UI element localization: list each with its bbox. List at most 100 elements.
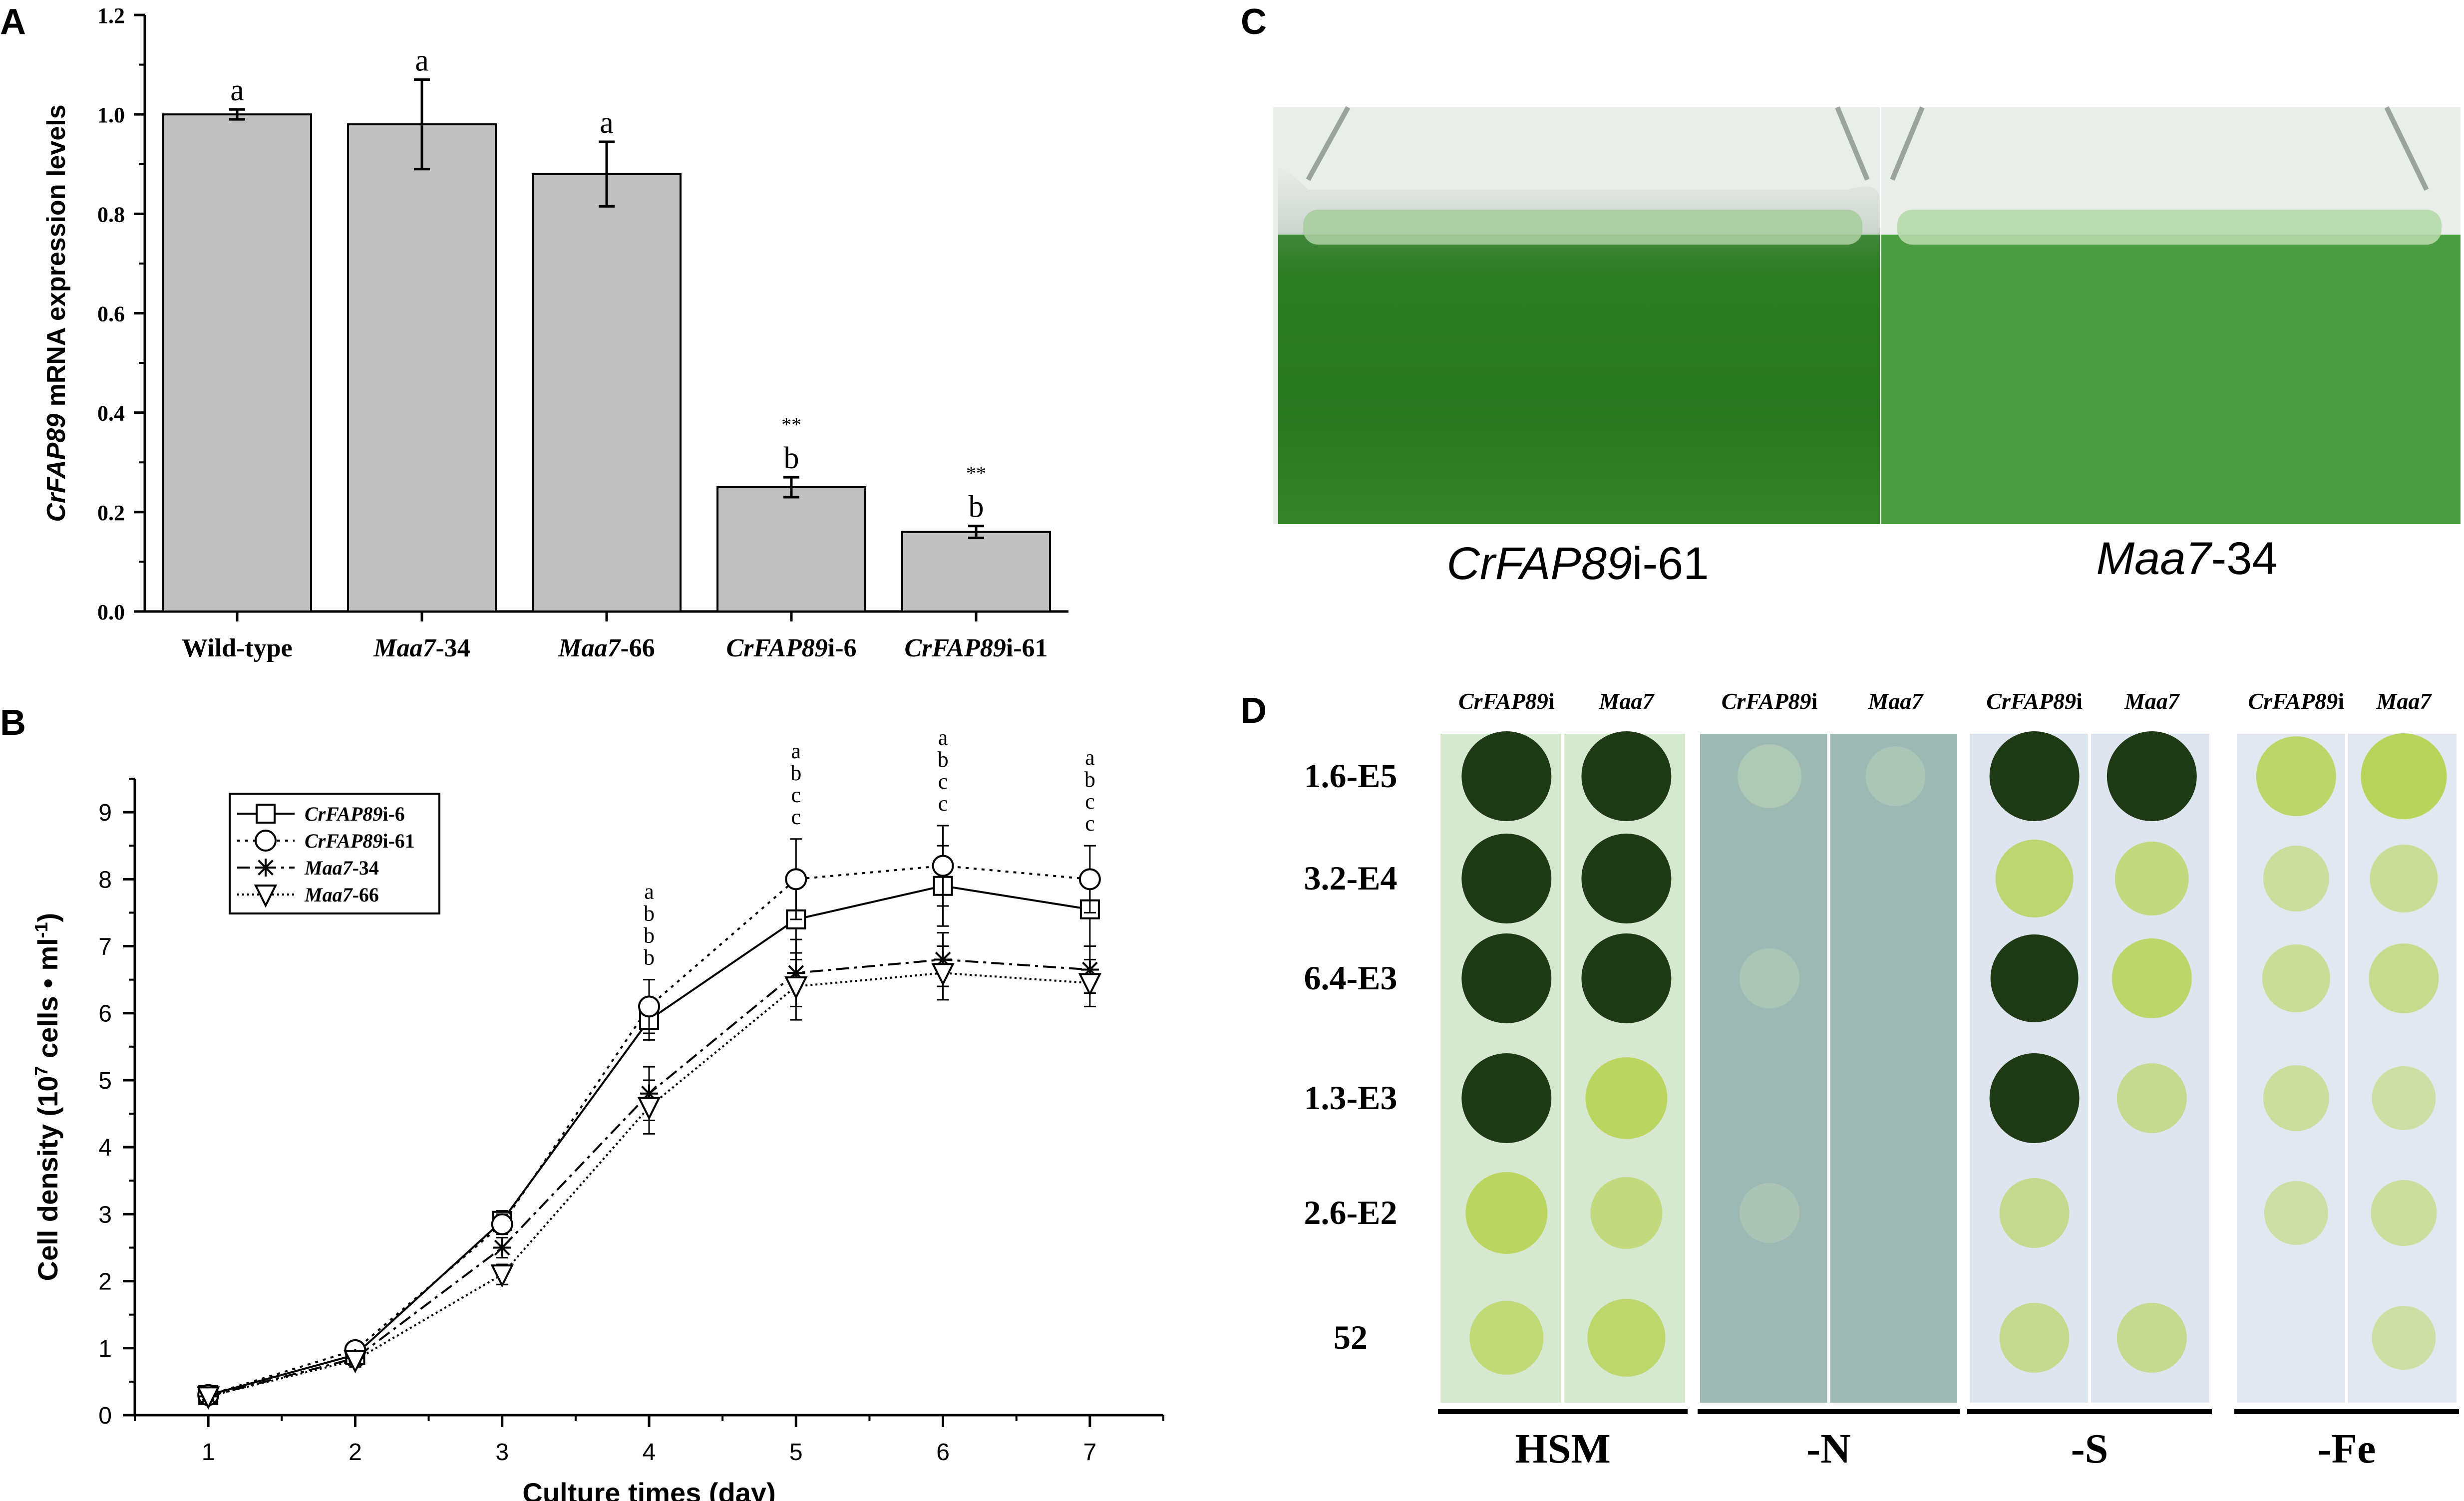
significance-letter: b xyxy=(1084,767,1095,792)
significance-stars: ** xyxy=(966,462,986,485)
y-tick-label: 0.2 xyxy=(97,501,125,525)
colony-spot xyxy=(2370,845,2438,912)
flask-shoulder-left xyxy=(1306,106,1870,181)
significance-letter: a xyxy=(938,725,948,750)
significance-letter: c xyxy=(791,805,801,829)
culture-right-body xyxy=(1881,235,2461,524)
series xyxy=(197,825,1101,1406)
marker-circle xyxy=(932,855,954,877)
marker-triangle xyxy=(931,963,955,986)
x-tick-label: 3 xyxy=(495,1439,509,1466)
marker-star xyxy=(493,1238,511,1257)
colony-spot xyxy=(2371,1180,2437,1246)
x-tick-label: 2 xyxy=(349,1439,362,1466)
colony-spot xyxy=(2256,736,2336,816)
y-tick-label: 1 xyxy=(98,1336,112,1362)
foam-left xyxy=(1303,210,1862,245)
column-header: CrFAP89i xyxy=(1722,688,1818,714)
column-header: CrFAP89i xyxy=(2248,688,2344,714)
colony-spot xyxy=(2262,944,2330,1012)
colony-spot xyxy=(1999,1303,2070,1373)
colony-spot xyxy=(2372,1306,2436,1370)
significance-letter: a xyxy=(230,73,244,107)
x-tick-label: CrFAP89i-6 xyxy=(726,634,856,662)
bar xyxy=(532,173,682,612)
colony-spot xyxy=(1740,1183,1800,1243)
marker-triangle xyxy=(1078,973,1102,996)
y-tick-label: 0.8 xyxy=(97,202,125,227)
colony-spot xyxy=(2372,1066,2436,1130)
flask-photos: CrFAP89i-61 Maa7-34 xyxy=(1273,106,2461,589)
significance-letter: c xyxy=(938,791,948,816)
x-tick-label: 7 xyxy=(1083,1439,1097,1466)
y-tick-label: 1.2 xyxy=(97,3,125,28)
marker-triangle xyxy=(784,976,808,1000)
marker-circle xyxy=(785,868,807,891)
significance-letter: b xyxy=(969,490,984,524)
colony-spot xyxy=(1590,1177,1663,1249)
y-tick-label: 1.0 xyxy=(97,103,125,127)
legend-label: CrFAP89i-61 xyxy=(305,830,415,852)
column-header: Maa7 xyxy=(2376,688,2432,714)
spot-assay: 1.6-E5 3.2-E4 6.4-E3 1.3-E3 2.6-E2 52 HSM CrFAP… xyxy=(1304,688,2459,1472)
y-tick-label: 0.6 xyxy=(97,302,125,326)
y-tick-label: 5 xyxy=(98,1068,112,1094)
colony-spot xyxy=(1461,834,1552,923)
colony-spot xyxy=(1740,948,1800,1008)
dilution-label: 52 xyxy=(1334,1318,1368,1356)
column-header: Maa7 xyxy=(1867,688,1924,714)
x-tick-label: 6 xyxy=(936,1439,950,1466)
y-tick-label: 7 xyxy=(98,934,112,960)
y-tick-label: 6 xyxy=(98,1001,112,1027)
line-chart-growth: 0 1 2 3 4 5 6 7 8 9 1 2 3 4 5 6 7 Culture times (day) Cell… xyxy=(31,725,1164,1501)
y-axis-label: CrFAP89 mRNA expression levels xyxy=(42,104,71,522)
marker-circle xyxy=(255,830,277,852)
colony-spot xyxy=(1989,731,2080,821)
bar xyxy=(162,113,312,612)
colony-spot xyxy=(1585,1057,1668,1139)
flask-shoulder-right xyxy=(1890,106,2429,191)
foam-right xyxy=(1897,210,2442,245)
significance-letter: b xyxy=(644,901,655,926)
x-tick-label: 4 xyxy=(643,1439,656,1466)
colony-spot xyxy=(1461,1053,1552,1143)
y-tick-label: 2 xyxy=(98,1269,112,1295)
colony-spot xyxy=(2264,1181,2328,1245)
y-tick-label: 4 xyxy=(98,1135,112,1161)
colony-spot xyxy=(1999,1178,2070,1248)
bar-chart-expression: 0.0 0.2 0.4 0.6 0.8 1.0 1.2 a Wild-type a Maa7-34 a… xyxy=(42,3,1068,662)
column-header: Maa7 xyxy=(2124,688,2180,714)
marker-triangle xyxy=(490,1264,514,1288)
flask-label-left: CrFAP89i-61 xyxy=(1447,538,1709,589)
colony-spot xyxy=(1581,731,1672,821)
flask-label-right: Maa7-34 xyxy=(2096,533,2277,584)
panel-label-c: C xyxy=(1241,2,1267,42)
marker-star xyxy=(257,859,275,877)
dilution-label: 3.2-E4 xyxy=(1304,859,1398,897)
panel-label-b: B xyxy=(0,703,26,743)
x-tick-label: Wild-type xyxy=(182,634,293,662)
marker-triangle xyxy=(254,885,278,908)
x-tick-label: 1 xyxy=(202,1439,215,1466)
colony-spot xyxy=(1461,933,1552,1023)
legend-label: CrFAP89i-6 xyxy=(305,803,405,825)
colony-spot xyxy=(2263,846,2329,911)
colony-spot xyxy=(1989,1053,2080,1143)
colony-spot xyxy=(2107,731,2197,821)
significance-letter: a xyxy=(600,106,614,140)
x-tick-label: Maa7-34 xyxy=(373,634,470,662)
legend-label: Maa7-34 xyxy=(304,857,379,879)
colony-spot xyxy=(1465,1172,1548,1254)
significance-letter: b xyxy=(790,761,801,785)
significance-letter: a xyxy=(644,880,654,904)
colony-spot xyxy=(2114,842,2189,915)
colony-spot xyxy=(2263,1065,2329,1131)
significance-letter: a xyxy=(415,43,429,77)
marker-circle xyxy=(638,995,660,1018)
y-tick-label: 3 xyxy=(98,1201,112,1228)
y-tick-label: 8 xyxy=(98,867,112,893)
colony-spot xyxy=(2112,938,2192,1018)
column-header: CrFAP89i xyxy=(1986,688,2083,714)
condition-label: -N xyxy=(1806,1426,1851,1472)
